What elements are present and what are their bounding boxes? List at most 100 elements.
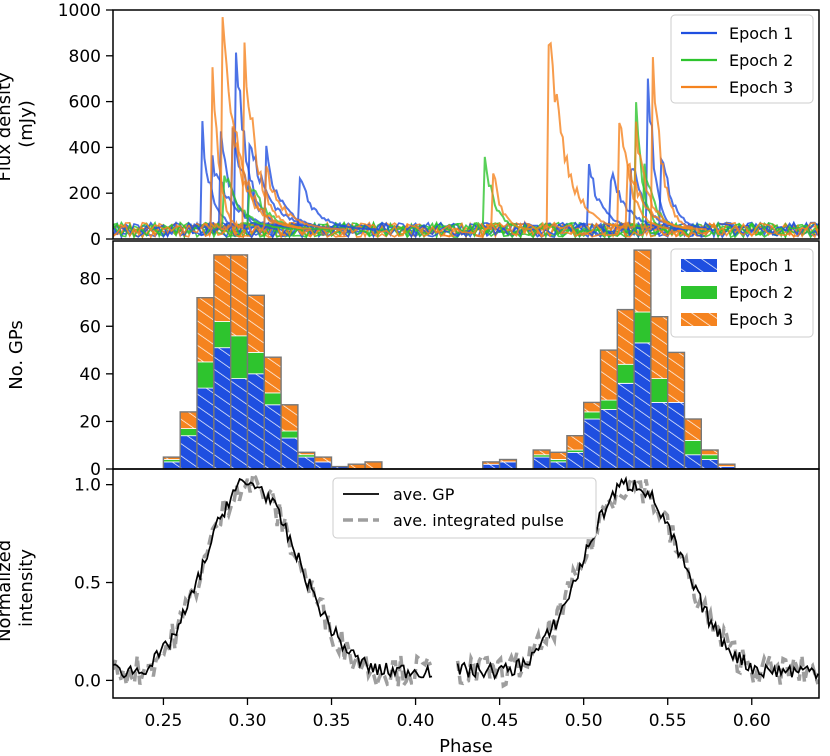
bar-epoch3 [263, 356, 282, 394]
bar-epoch3 [549, 451, 568, 460]
flux-pulse-epoch3 [615, 162, 707, 231]
bar-epoch2 [583, 411, 601, 420]
mid-y-tick-label: 80 [79, 270, 101, 290]
bar-epoch3 [280, 404, 299, 432]
bar-epoch1 [633, 342, 652, 469]
top-legend-epoch1-label: Epoch 1 [729, 24, 793, 43]
bar-epoch3 [364, 461, 383, 469]
bar-epoch1 [583, 418, 601, 469]
mid-legend-epoch1-swatch [681, 259, 717, 272]
mid-legend-epoch2-swatch [681, 286, 717, 299]
bar-epoch1 [532, 456, 551, 469]
mid-legend-epoch3-label: Epoch 3 [729, 310, 793, 329]
bar-epoch2 [280, 430, 299, 439]
bot-legend: ave. GP ave. integrated pulse [332, 477, 597, 539]
bar-epoch1 [667, 401, 685, 469]
x-tick-label: 0.45 [481, 711, 519, 731]
bar-epoch2 [700, 454, 719, 460]
bar-epoch1 [213, 347, 232, 469]
bar-epoch2 [179, 428, 198, 437]
bar-outline [314, 456, 333, 469]
bar-outline [717, 463, 736, 469]
mid-y-label: No. GPs [6, 320, 27, 389]
flux-density-panel: 0 200 400 600 800 1000 Flux density (mJy) Epo… [0, 1, 820, 250]
ave-integrated-pulse-line [113, 471, 433, 692]
bar-epoch1 [230, 378, 248, 469]
bar-epoch2 [247, 351, 265, 375]
bar-epoch1 [684, 454, 702, 469]
bar-epoch2 [633, 311, 652, 344]
bar-epoch3 [633, 249, 652, 313]
bar-epoch3 [700, 449, 719, 456]
top-y-tick-label: 1000 [58, 1, 101, 21]
bar-epoch1 [650, 401, 669, 469]
x-tick-label: 0.35 [313, 711, 351, 731]
bar-outline [683, 418, 702, 469]
bar-epoch2 [263, 392, 282, 406]
bot-y-tick-label: 1.0 [74, 476, 101, 496]
x-tick-label: 0.60 [733, 711, 771, 731]
bar-epoch1 [247, 373, 265, 469]
bar-epoch2 [230, 335, 248, 379]
top-y-tick-label: 200 [69, 184, 101, 204]
top-y-tick-label: 800 [69, 47, 101, 67]
ave-gp-line [113, 477, 433, 679]
flux-pulse-epoch3 [606, 122, 670, 232]
bar-epoch3 [179, 411, 198, 429]
top-panel-frame [112, 9, 820, 240]
flux-pulse-epoch2 [236, 185, 329, 231]
bar-epoch3 [616, 309, 635, 365]
x-tick-label: 0.50 [565, 711, 603, 731]
bar-epoch1 [549, 461, 568, 469]
bar-epoch2 [684, 440, 702, 456]
flux-pulse-epoch3 [220, 126, 312, 231]
flux-pulse-epoch2 [471, 156, 532, 231]
bot-legend-box [332, 477, 597, 539]
bar-epoch1 [616, 382, 635, 469]
bar-epoch1 [700, 459, 719, 469]
top-legend-epoch3-label: Epoch 3 [729, 78, 793, 97]
x-tick-label: 0.25 [144, 711, 182, 731]
bar-epoch2 [549, 459, 568, 463]
bot-y-axis: 0.0 0.5 1.0 [74, 476, 113, 691]
flux-pulse-epoch3 [231, 42, 302, 233]
top-y-label: Flux density (mJy) [0, 67, 37, 182]
bar-epoch3 [566, 435, 585, 451]
bar-epoch1 [263, 404, 282, 469]
x-tick-label: 0.40 [397, 711, 435, 731]
mid-legend-epoch3-swatch [681, 313, 717, 326]
mid-legend: Epoch 1 Epoch 2 Epoch 3 [670, 248, 814, 338]
mid-y-axis: 0 20 40 60 80 [79, 270, 113, 480]
normalized-intensity-panel: 0.00.51.0 0.25 0.30 0.35 0.40 0.45 0.50 0.55 0.… [0, 468, 820, 756]
bar-epoch1 [179, 435, 198, 469]
profile-lines [113, 471, 819, 692]
bar-outline [498, 458, 518, 469]
bar-epoch3 [532, 449, 551, 456]
bar-epoch1 [600, 409, 618, 469]
x-tick-label: 0.30 [229, 711, 267, 731]
flux-pulse-epoch2 [211, 175, 303, 231]
bar-epoch3 [196, 297, 215, 363]
bar-epoch2 [196, 361, 215, 389]
x-axis: 0.25 0.30 0.35 0.40 0.45 0.50 0.55 0.60 [144, 698, 771, 731]
flux-pulse-epoch3 [623, 121, 693, 231]
bar-epoch1 [566, 451, 585, 469]
x-tick-label: 0.55 [649, 711, 687, 731]
bar-epoch1 [499, 461, 517, 469]
mid-legend-epoch2-label: Epoch 2 [729, 283, 793, 302]
bar-epoch3 [684, 418, 702, 441]
flux-traces [113, 17, 819, 239]
mid-y-tick-label: 20 [79, 412, 101, 432]
bar-epoch3 [314, 456, 332, 463]
bar-epoch2 [650, 378, 669, 403]
histogram-bars [162, 249, 736, 469]
mid-legend-epoch1-label: Epoch 1 [729, 256, 793, 275]
bar-epoch1 [162, 461, 181, 469]
top-legend: Epoch 1 Epoch 2 Epoch 3 [670, 14, 814, 104]
bar-epoch2 [213, 321, 232, 349]
top-legend-box [670, 14, 814, 104]
gp-count-panel: 0 20 40 60 80 No. GPs Epoch 1 Epoch 2 Epoch … [6, 240, 820, 480]
flux-pulse-epoch1 [286, 175, 379, 231]
top-y-tick-label: 0 [90, 230, 101, 250]
